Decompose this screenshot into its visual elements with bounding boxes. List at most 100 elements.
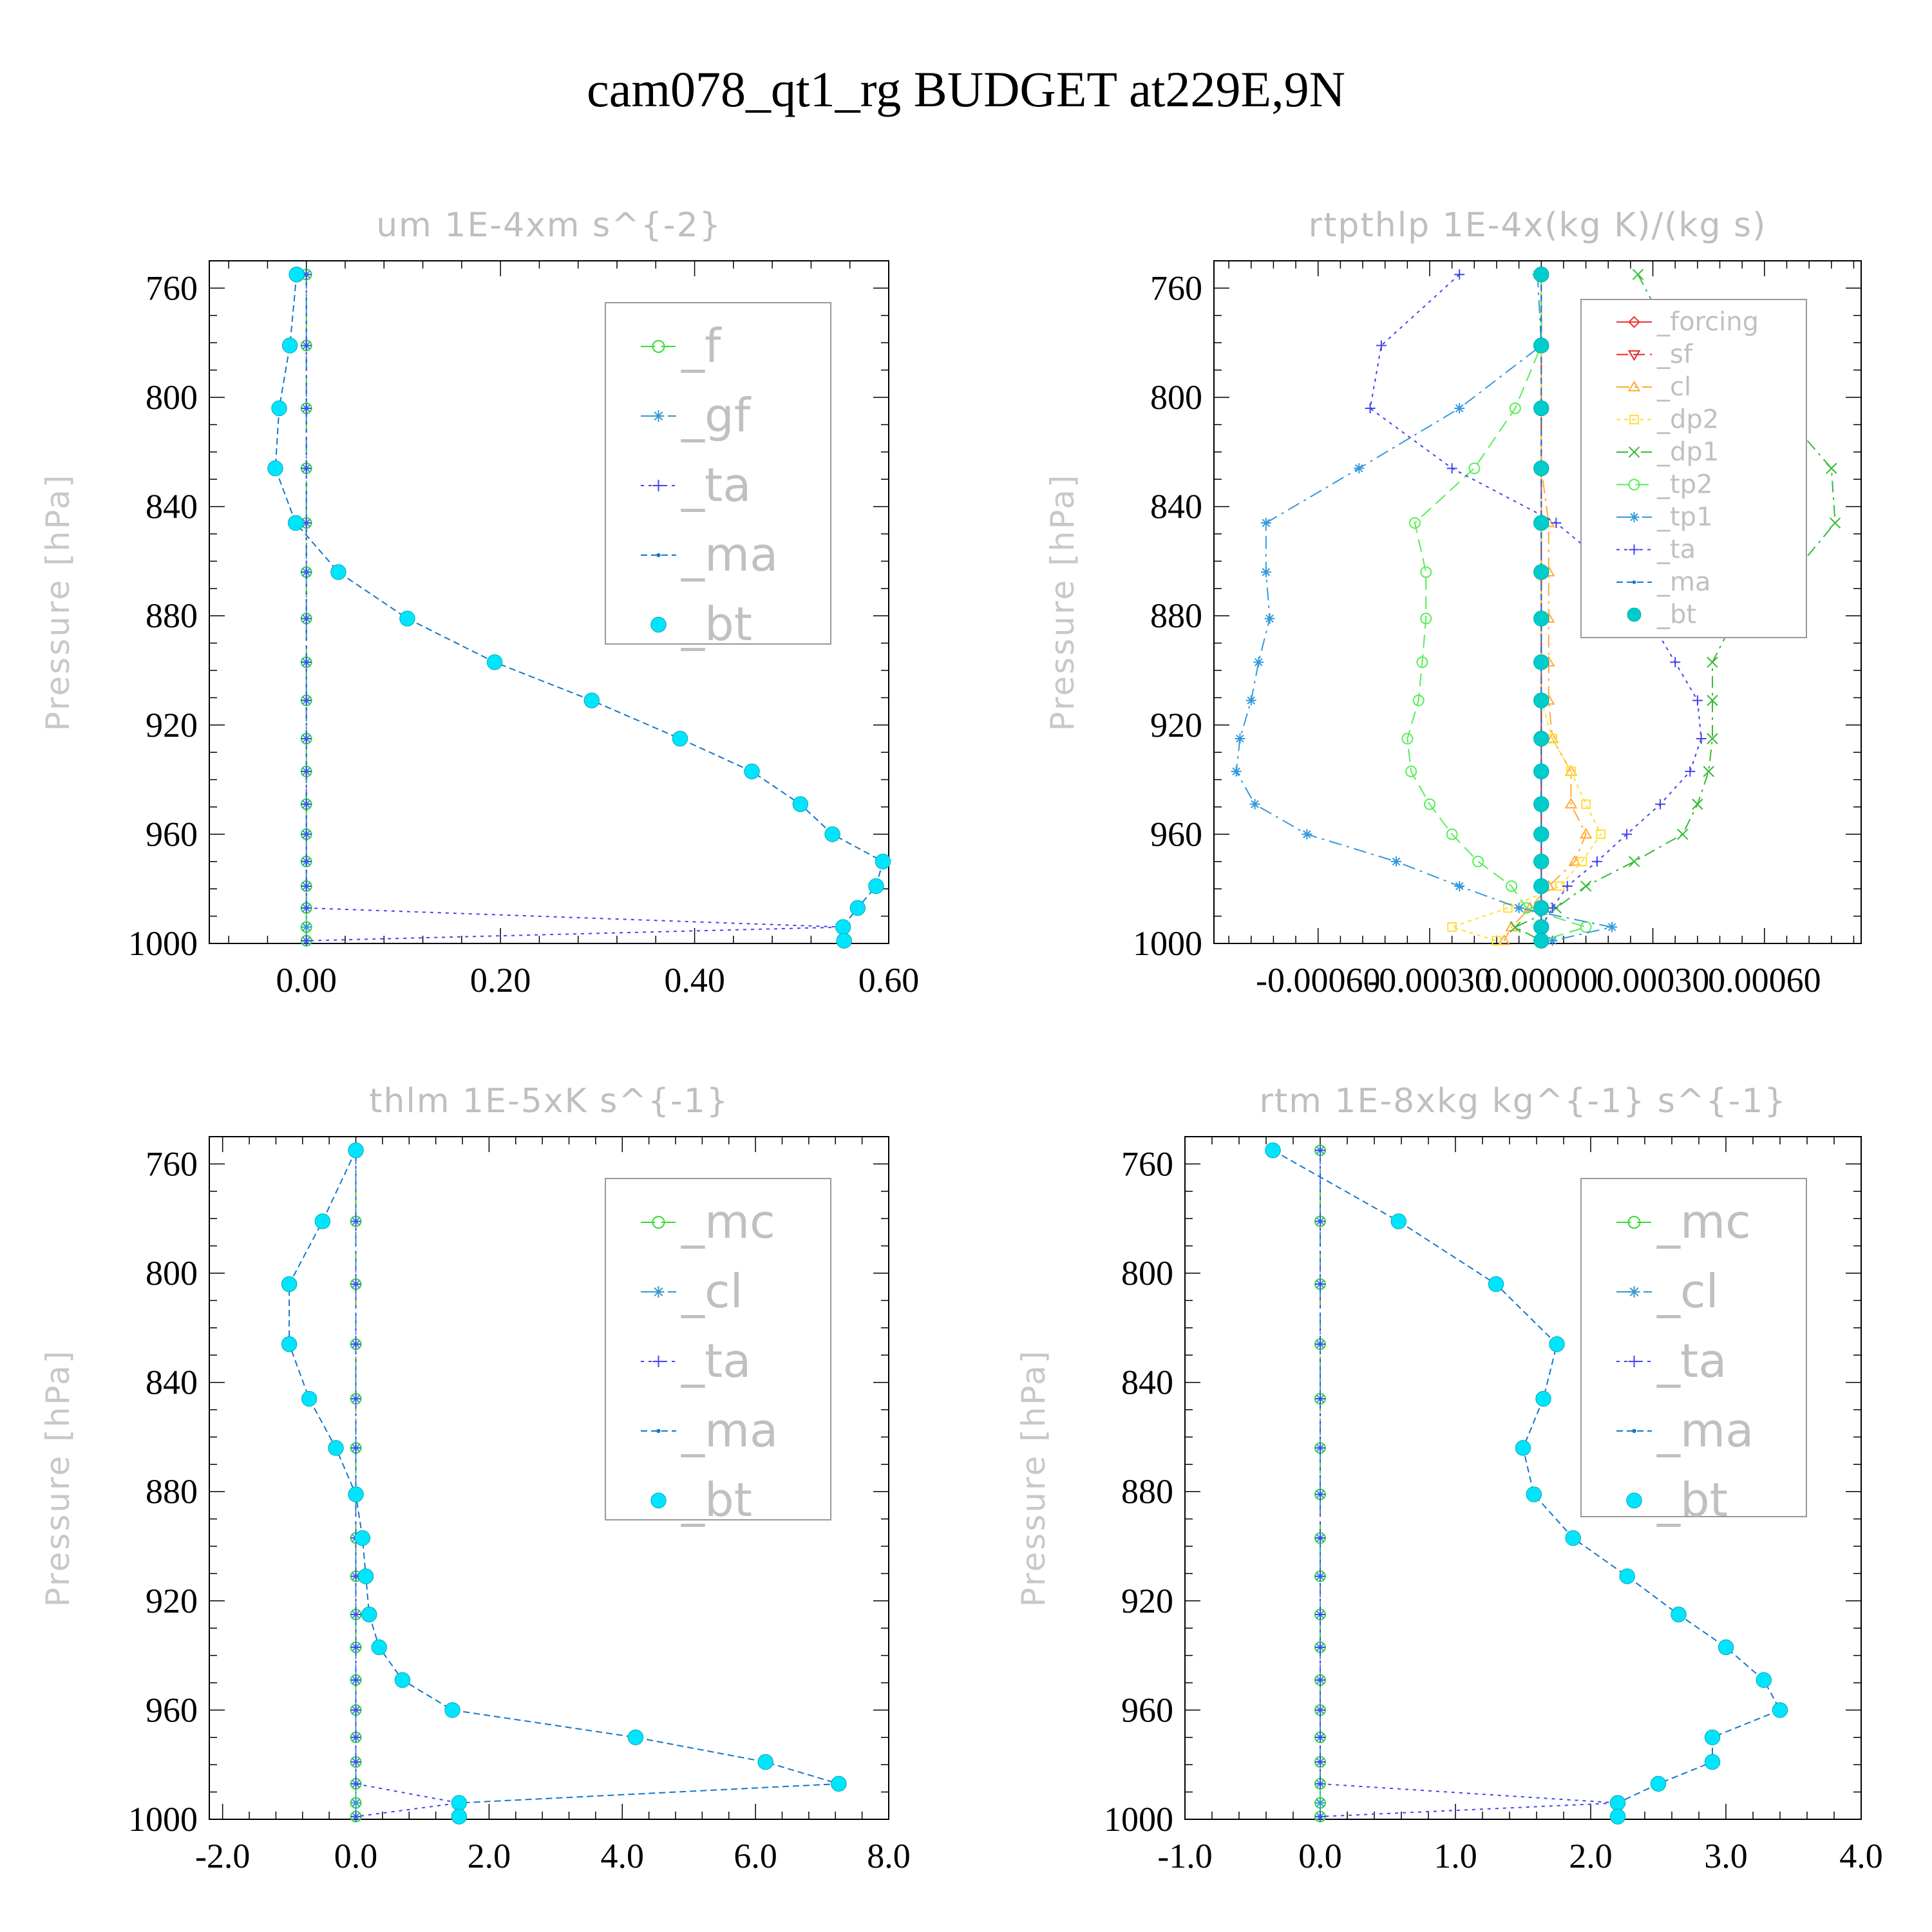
data-point [314,1213,331,1229]
y-tick-label: 840 [146,488,198,526]
data-point [1401,733,1414,744]
legend: _forcing_sf_cl_dp2_dp1_tp2_tp1_ta_ma_bt [1580,299,1807,638]
data-point [371,1639,387,1656]
x-tick-label: 0.20 [470,961,531,999]
x-tick-label: 0.40 [664,961,725,999]
legend-label: _dp2 [1656,405,1719,435]
data-point [1506,880,1518,892]
data-point [1315,1216,1325,1227]
legend-item: _ma [1616,567,1710,597]
data-point [1315,1571,1325,1582]
data-point [1468,462,1481,475]
x-tick-label: 8.0 [867,1837,911,1875]
x-tick-label: 1.0 [1434,1837,1477,1875]
y-tick-label: 1000 [1104,1800,1173,1839]
data-point [1533,460,1549,477]
legend-marker [652,410,665,422]
data-point [1315,1394,1325,1405]
data-point [1609,1808,1626,1824]
y-tick-label: 800 [1150,378,1202,417]
x-tick-label: -1.0 [1157,1837,1212,1875]
data-point [328,1440,344,1456]
data-point [1707,694,1718,706]
data-point [1315,1705,1325,1716]
data-point [399,611,415,627]
data-point [1365,402,1376,413]
y-tick-label: 960 [146,815,198,853]
data-point [1412,694,1425,706]
legend-marker [1628,478,1640,491]
data-point [301,1390,317,1407]
x-tick-label: 0.00060 [1708,961,1821,999]
data-point [1568,855,1582,866]
data-point [1231,766,1242,777]
legend-marker [652,1356,665,1367]
data-point [1315,1642,1325,1653]
legend-label: _mc [681,1195,775,1249]
data-point [350,1339,361,1350]
data-point [1533,763,1549,780]
series-line [1235,274,1613,942]
data-point [1315,1443,1325,1454]
legend-item: _ta [1616,535,1696,565]
data-point [1454,402,1465,413]
data-point [1650,1776,1667,1792]
data-point [301,734,312,744]
legend-item: _dp1 [1616,437,1719,467]
x-tick-label: 0.00000 [1485,961,1598,999]
legend-marker [656,1428,661,1434]
data-point [287,515,304,531]
x-tick-label: 0.0 [334,1837,378,1875]
data-point [1826,462,1837,474]
x-tick-label: 4.0 [1839,1837,1883,1875]
legend-label: _ta [681,458,751,512]
data-point [281,1276,298,1293]
legend-label: _forcing [1656,307,1759,337]
legend-label: _f [681,319,722,373]
data-point [1235,734,1245,744]
data-point [350,1797,361,1808]
data-point [348,1142,364,1159]
data-point [301,340,312,351]
data-point [1515,1440,1531,1456]
data-point [1692,695,1703,706]
y-tick-label: 1000 [128,924,198,963]
data-point [1696,734,1707,744]
y-tick-label: 1000 [128,1800,198,1839]
y-tick-label: 880 [1150,596,1202,635]
data-point [281,1336,298,1352]
legend-marker [652,340,665,353]
data-point [1533,933,1549,949]
data-point [1533,900,1549,916]
data-point [1671,1606,1687,1623]
data-point [1596,829,1606,839]
legend-item: _ma [641,1403,778,1457]
y-axis-label: Pressure [hPa] [39,473,77,732]
data-point [1565,1530,1581,1546]
data-point [1408,517,1421,529]
y-tick-label: 960 [1121,1690,1173,1729]
data-point [301,695,312,706]
series-bt [1265,1142,1788,1824]
data-point [1509,402,1521,414]
data-point [1655,799,1666,810]
data-point [1315,1811,1325,1822]
y-tick-label: 800 [146,1254,198,1293]
legend-marker [1628,316,1640,328]
data-point [301,922,312,933]
series-line [1503,274,1587,942]
y-tick-label: 920 [1150,706,1202,744]
series-ta [1315,1145,1623,1822]
legend-marker [1627,350,1641,361]
data-point [348,1486,364,1502]
x-tick-label: 2.0 [1569,1837,1613,1875]
legend-label: _ma [681,527,778,582]
data-point [1533,796,1549,812]
data-point [301,799,312,810]
data-point [1628,856,1640,867]
data-point [486,654,503,670]
data-point [301,463,312,474]
data-point [1533,853,1549,870]
legend: _mc _cl _ta _ma _bt [1580,1178,1807,1527]
